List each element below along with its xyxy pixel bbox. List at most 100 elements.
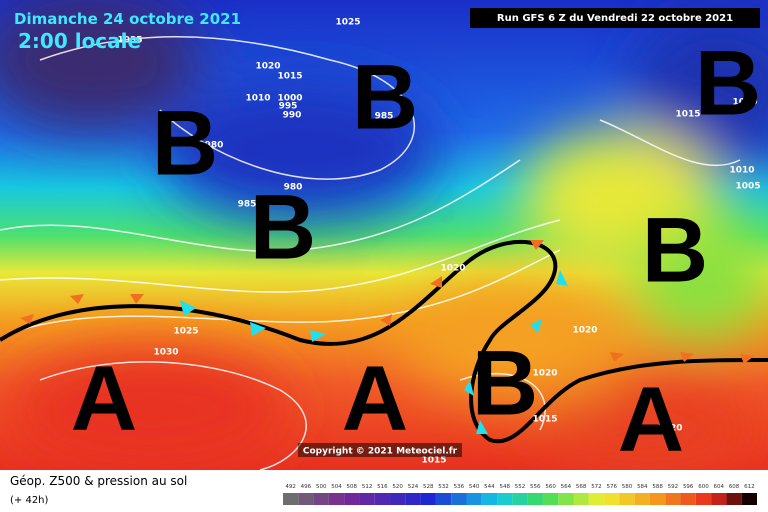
date: Dimanche 24 octobre 2021 [14, 10, 241, 28]
scale-label: 556 [530, 484, 541, 490]
scale-label: 520 [392, 484, 403, 490]
isobar [0, 159, 521, 253]
scale-swatch [283, 493, 299, 505]
scale-label: 544 [484, 484, 495, 490]
pressure-label: 1015 [277, 72, 302, 82]
scale-label: 584 [637, 484, 648, 490]
run-box [470, 8, 760, 28]
scale-label: 564 [561, 484, 572, 490]
scale-label: 508 [347, 484, 358, 490]
scale-swatch [619, 493, 635, 505]
legend-title: Géop. Z500 & pression au sol [10, 474, 187, 488]
scale-label: 516 [377, 484, 388, 490]
pressure-label: 1035 [117, 36, 142, 46]
pressure-label: 1020 [572, 326, 597, 336]
blob [0, 0, 200, 130]
scale-label: 560 [545, 484, 556, 490]
scale-label: 548 [499, 484, 510, 490]
pressure-label: 1010 [245, 94, 270, 104]
pressure-system: B [352, 46, 418, 148]
scale-label: 612 [744, 484, 755, 490]
blob [400, 280, 640, 400]
blob [630, 220, 768, 340]
pressure-system: B [695, 32, 761, 134]
scale-swatch [741, 493, 757, 505]
pressure-label: 1015 [532, 415, 557, 425]
pressure-label: 1015 [675, 110, 700, 120]
scale-swatch [359, 493, 375, 505]
time: 2:00 locale [18, 29, 141, 53]
scale-label: 580 [622, 484, 633, 490]
scale-label: 540 [469, 484, 480, 490]
copyright-box [298, 443, 462, 457]
scale-label: 500 [316, 484, 327, 490]
pressure-label: 985 [375, 112, 394, 122]
pressure-system: A [342, 347, 408, 449]
pressure-label: 985 [238, 200, 257, 210]
pressure-system: B [152, 92, 218, 194]
scale-label: 588 [652, 484, 663, 490]
scale-label: 496 [301, 484, 312, 490]
scale-swatch [588, 493, 605, 505]
scale-swatch [634, 493, 650, 505]
isobar [599, 119, 741, 167]
pressure-system: A [618, 368, 684, 470]
pressure-label: 980 [205, 141, 224, 151]
scale-label: 600 [698, 484, 709, 490]
scale-swatch [497, 493, 513, 505]
scale-swatch [390, 493, 406, 505]
scale-label: 568 [576, 484, 587, 490]
scale-swatch [711, 493, 727, 505]
pressure-label: 1015 [421, 456, 446, 466]
scale-swatch [695, 493, 712, 505]
scale-swatch [435, 493, 452, 505]
scale-swatch [328, 493, 345, 505]
scale-label: 532 [438, 484, 449, 490]
scale-label: 572 [591, 484, 602, 490]
pressure-label: 1020 [657, 424, 682, 434]
scale-swatch [649, 493, 666, 505]
scale-label: 528 [423, 484, 434, 490]
scale-swatch [374, 493, 391, 505]
cold-arrows [180, 270, 568, 434]
scale-swatch [680, 493, 696, 505]
scale-label: 604 [714, 484, 725, 490]
pressure-label: 1020 [440, 264, 465, 274]
scale-swatch [604, 493, 620, 505]
scale-label: 592 [668, 484, 679, 490]
isobar [0, 219, 561, 293]
pressure-label: 1000 [277, 94, 302, 104]
scale-label: 524 [408, 484, 419, 490]
color-scale: 492 496 500 504 508 512 516 520 524 528 532 536 540 5… [283, 484, 757, 505]
blob [630, 10, 768, 170]
pressure-systems: B B BB BBA A A [71, 32, 761, 470]
blob [10, 350, 290, 470]
pressure-label: 995 [279, 102, 298, 112]
pressure-system: A [71, 347, 137, 449]
pressure-label: 1025 [173, 327, 198, 337]
scale-label: 536 [454, 484, 465, 490]
pressure-system: B [250, 176, 316, 278]
pressure-label: 1005 [735, 182, 760, 192]
run-info: Run GFS 6 Z du Vendredi 22 octobre 2021 [497, 13, 733, 24]
front-line [0, 239, 768, 444]
scale-swatch [420, 493, 436, 505]
pressure-label: 1020 [532, 369, 557, 379]
scale-swatch [481, 493, 498, 505]
pressure-label: 980 [284, 183, 303, 193]
pressure-system: B [642, 199, 708, 301]
scale-swatch [298, 493, 314, 505]
scale-swatch [573, 493, 589, 505]
scale-swatch [313, 493, 329, 505]
scale-swatch [466, 493, 482, 505]
isobars [0, 36, 741, 471]
pressure-label: 990 [283, 111, 302, 121]
arrow [180, 270, 568, 434]
blob [540, 380, 760, 480]
pressure-label: 1030 [153, 348, 178, 358]
pressure-system: B [472, 332, 538, 434]
legend-lead: (+ 42h) [10, 495, 49, 506]
scale-swatch [405, 493, 421, 505]
